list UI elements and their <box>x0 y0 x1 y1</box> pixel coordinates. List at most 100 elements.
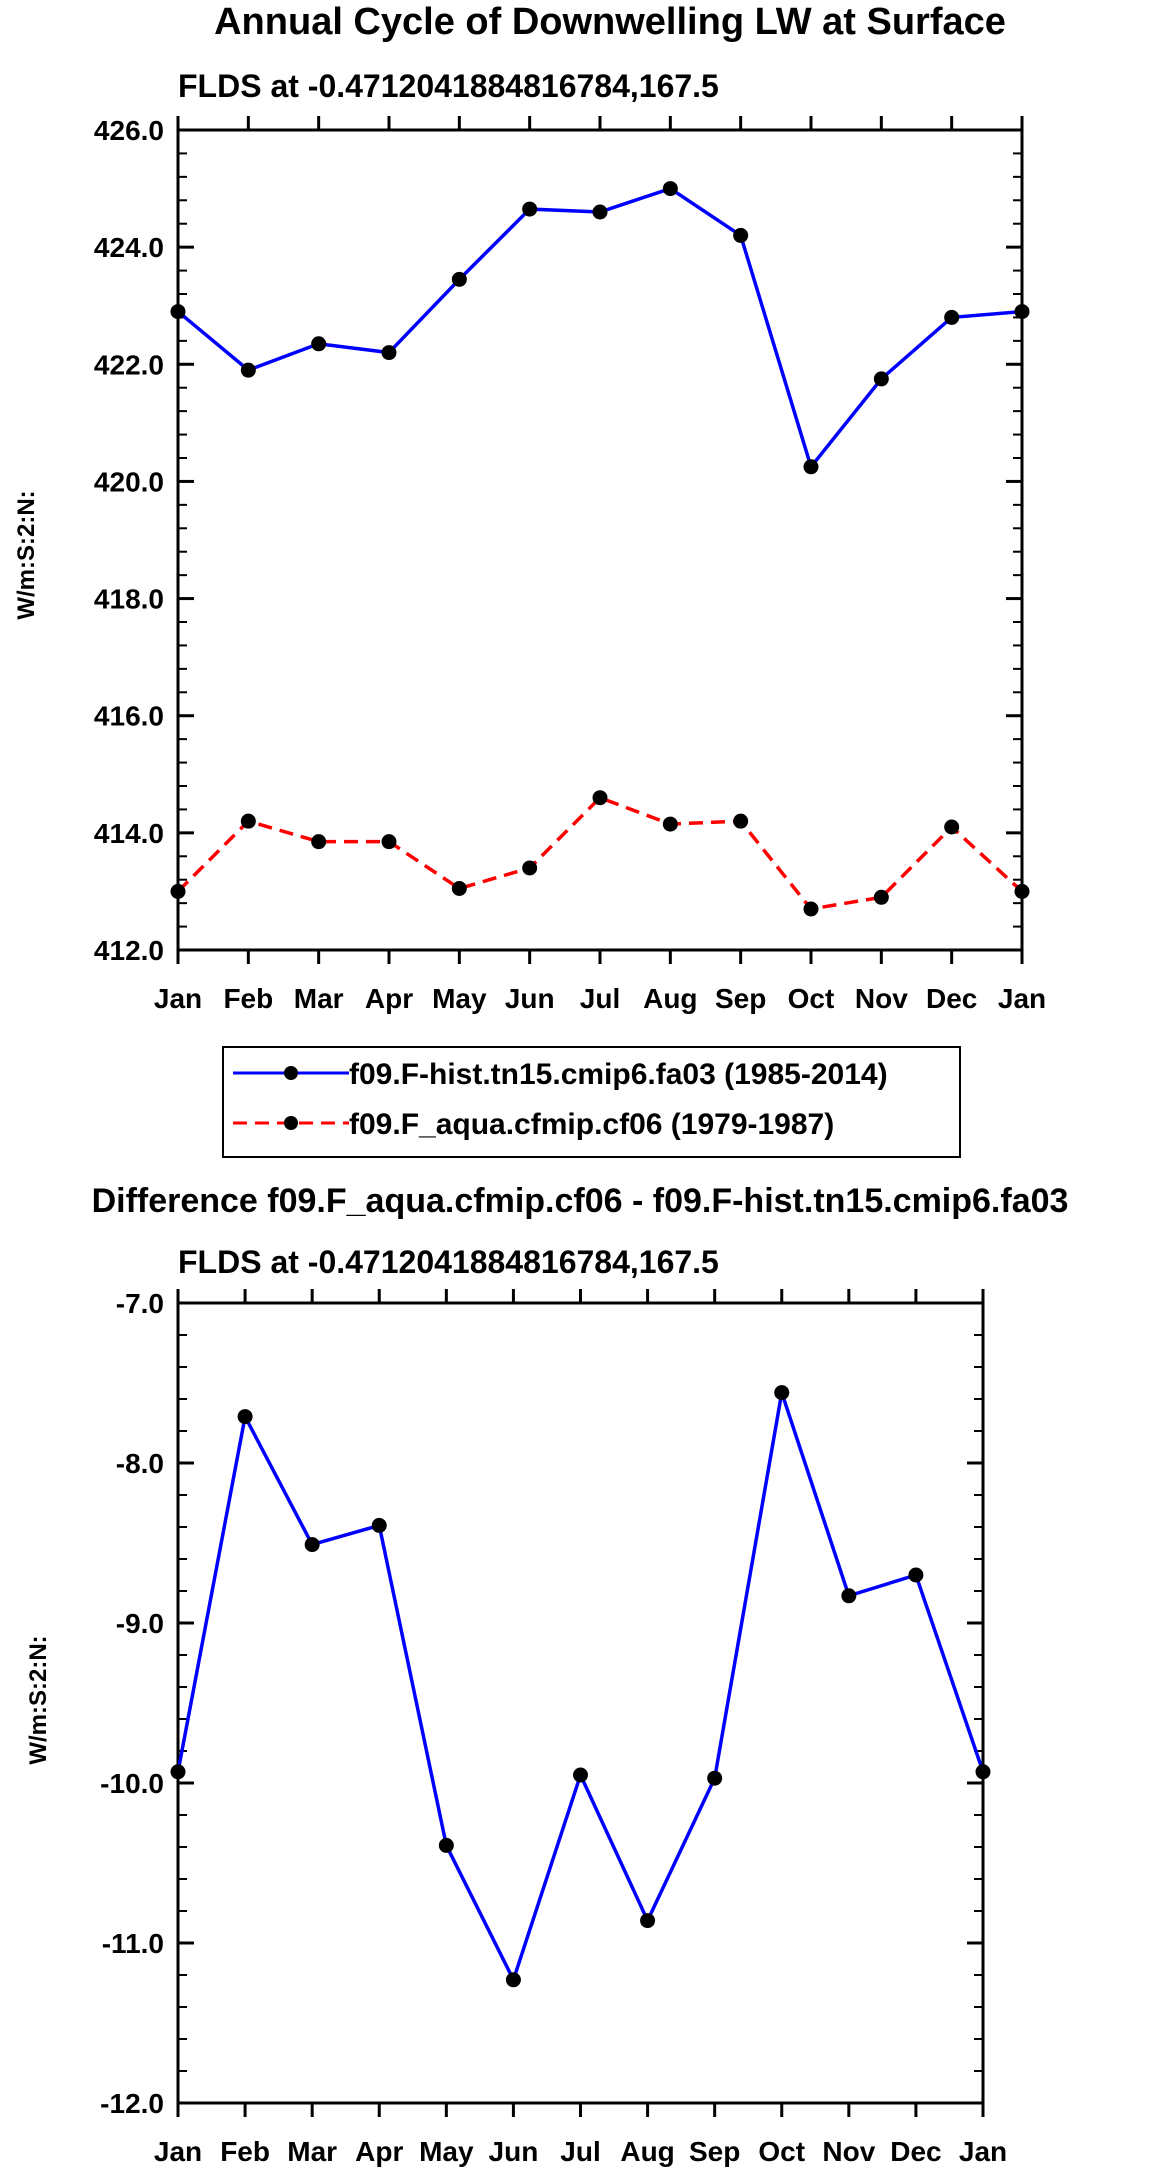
x-tick-label: Jan <box>998 983 1046 1014</box>
data-point <box>803 901 819 917</box>
data-point <box>505 1972 521 1988</box>
x-tick-label: Jul <box>560 2136 600 2167</box>
data-point <box>873 889 889 905</box>
legend-marker-series-1 <box>284 1066 298 1080</box>
data-point <box>371 1517 387 1533</box>
x-tick-label: Oct <box>788 983 835 1014</box>
x-tick-label: Feb <box>223 983 273 1014</box>
x-tick-label: Nov <box>822 2136 875 2167</box>
legend-label-series-1: f09.F-hist.tn15.cmip6.fa03 (1985-2014) <box>349 1058 888 1091</box>
data-point <box>522 860 538 876</box>
chart-subtitle: FLDS at -0.4712041884816784,167.5 <box>178 1244 719 1280</box>
data-point <box>873 371 889 387</box>
series-group <box>170 1385 991 1988</box>
y-tick-label: -10.0 <box>100 1768 164 1799</box>
data-point <box>707 1770 723 1786</box>
data-point <box>975 1764 991 1780</box>
y-tick-label: 416.0 <box>94 701 164 732</box>
y-tick-label: 418.0 <box>94 584 164 615</box>
x-tick-label: Jun <box>505 983 555 1014</box>
legend-label-series-2: f09.F_aqua.cfmip.cf06 (1979-1987) <box>349 1108 834 1141</box>
data-point <box>170 883 186 899</box>
x-tick-label: Mar <box>294 983 344 1014</box>
panel-difference: Difference f09.F_aqua.cfmip.cf06 - f09.F… <box>25 1182 1068 2167</box>
y-tick-label: 420.0 <box>94 466 164 497</box>
x-tick-label: Aug <box>620 2136 674 2167</box>
x-tick-label: Feb <box>220 2136 270 2167</box>
x-tick-label: Mar <box>287 2136 337 2167</box>
y-tick-label: 424.0 <box>94 232 164 263</box>
y-tick-label: 414.0 <box>94 818 164 849</box>
data-point <box>640 1913 656 1929</box>
data-point <box>311 336 327 352</box>
y-tick-labels: 412.0 414.0 416.0 418.0 420.0 422.0 424.0 426.0 <box>94 115 164 966</box>
legend-box <box>222 1046 961 1158</box>
x-tick-labels: Jan Feb Mar Apr May Jun Jul Aug Sep Oct Nov Dec Jan <box>154 983 1046 1014</box>
y-tick-label: 426.0 <box>94 115 164 146</box>
x-tick-label: Jan <box>154 983 202 1014</box>
chart-subtitle: FLDS at -0.4712041884816784,167.5 <box>178 68 719 104</box>
x-tick-label: Jul <box>580 983 620 1014</box>
data-point <box>381 345 397 361</box>
chart-title: Annual Cycle of Downwelling LW at Surfac… <box>214 1 1006 43</box>
x-tick-label: Apr <box>355 2136 403 2167</box>
data-point <box>1014 304 1030 320</box>
data-point <box>908 1567 924 1583</box>
plot-frame <box>176 128 1024 952</box>
series-line-1 <box>176 1392 985 1985</box>
y-tick-label: -7.0 <box>116 1288 164 1319</box>
data-point <box>304 1537 320 1553</box>
y-tick-label: -12.0 <box>100 2088 164 2119</box>
data-point <box>944 309 960 325</box>
y-tick-label: -8.0 <box>116 1448 164 1479</box>
data-point <box>944 819 960 835</box>
chart-title: Difference f09.F_aqua.cfmip.cf06 - f09.F… <box>92 1182 1069 1220</box>
data-point <box>438 1837 454 1853</box>
y-axis-label: W/m:S:2:N: <box>25 1635 52 1764</box>
data-point <box>733 813 749 829</box>
data-point <box>803 459 819 475</box>
series-group <box>170 181 1030 917</box>
data-point <box>1014 883 1030 899</box>
x-tick-label: Sep <box>715 983 766 1014</box>
y-tick-labels: -12.0 -11.0 -10.0 -9.0 -8.0 -7.0 <box>100 1288 164 2119</box>
x-tick-label: Dec <box>926 983 977 1014</box>
x-tick-label: Jun <box>489 2136 539 2167</box>
data-point <box>522 201 538 217</box>
y-tick-label: -11.0 <box>102 1928 164 1959</box>
data-point <box>240 362 256 378</box>
x-tick-label: Aug <box>643 983 697 1014</box>
x-tick-labels: Jan Feb Mar Apr May Jun Jul Aug Sep Oct Nov Dec Jan <box>154 2136 1007 2167</box>
axis-ticks <box>176 116 1024 964</box>
x-tick-label: Jan <box>959 2136 1007 2167</box>
x-tick-label: Apr <box>365 983 413 1014</box>
legend-marker-series-2 <box>284 1116 298 1130</box>
y-tick-label: 422.0 <box>94 349 164 380</box>
data-point <box>311 834 327 850</box>
data-point <box>240 813 256 829</box>
x-tick-label: Dec <box>890 2136 941 2167</box>
data-point <box>237 1409 253 1425</box>
data-point <box>170 304 186 320</box>
data-point <box>451 271 467 287</box>
data-point <box>592 204 608 220</box>
data-point <box>170 1764 186 1780</box>
x-tick-label: Sep <box>689 2136 740 2167</box>
x-tick-label: Jan <box>154 2136 202 2167</box>
data-point <box>662 816 678 832</box>
data-point <box>841 1588 857 1604</box>
series-line-1 <box>176 186 1023 471</box>
plot-frame <box>176 1301 985 2105</box>
series-line-2 <box>176 795 1024 911</box>
x-tick-label: Nov <box>855 983 908 1014</box>
data-point <box>662 181 678 197</box>
data-point <box>573 1767 588 1783</box>
axis-ticks <box>176 1289 985 2117</box>
data-point <box>592 790 608 806</box>
y-tick-label: -9.0 <box>116 1608 164 1639</box>
y-tick-label: 412.0 <box>94 935 164 966</box>
x-tick-label: May <box>432 983 487 1014</box>
legend: f09.F-hist.tn15.cmip6.fa03 (1985-2014) f… <box>222 1046 961 1158</box>
